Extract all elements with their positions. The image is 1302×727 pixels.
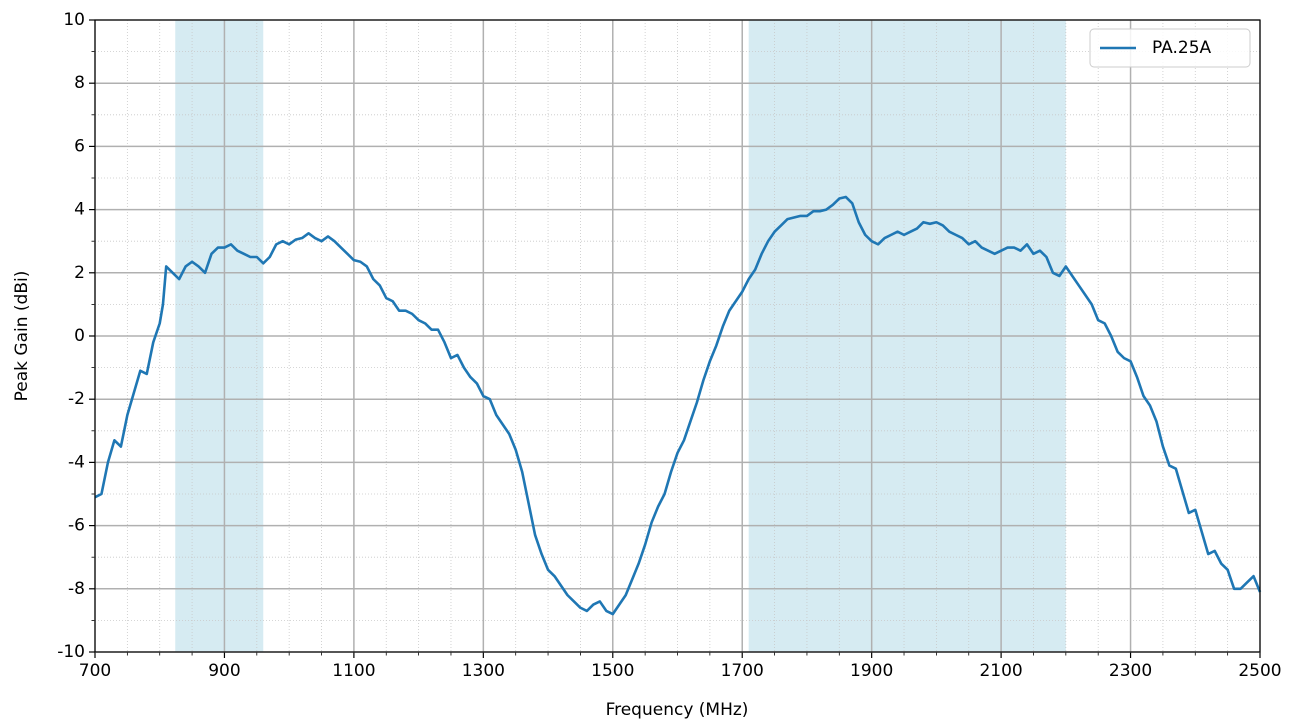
x-tick-label: 1700 xyxy=(721,661,764,681)
y-tick-label: -10 xyxy=(57,642,85,662)
x-tick-label: 1300 xyxy=(462,661,505,681)
plot-frame xyxy=(94,19,1261,653)
y-tick-label: 4 xyxy=(74,200,85,220)
y-tick-label: -4 xyxy=(68,452,85,472)
x-tick-label: 2500 xyxy=(1238,661,1281,681)
x-axis-label: Frequency (MHz) xyxy=(606,700,749,720)
y-tick-label: 0 xyxy=(74,326,85,346)
y-tick-label: 10 xyxy=(63,10,85,30)
y-tick-label: -6 xyxy=(68,516,85,536)
x-tick-label: 2300 xyxy=(1109,661,1152,681)
y-tick-label: 6 xyxy=(74,136,85,156)
x-tick-label: 1500 xyxy=(591,661,634,681)
x-tick-label: 900 xyxy=(208,661,240,681)
legend-label: PA.25A xyxy=(1152,38,1212,58)
y-tick-label: -2 xyxy=(68,389,85,409)
y-tick-label: 2 xyxy=(74,263,85,283)
y-tick-label: -8 xyxy=(68,579,85,599)
y-axis-label: Peak Gain (dBi) xyxy=(12,271,32,402)
x-tick-label: 700 xyxy=(79,661,111,681)
legend-box xyxy=(1089,28,1251,68)
y-tick-label: 8 xyxy=(74,73,85,93)
x-tick-label: 1100 xyxy=(332,661,375,681)
data-line xyxy=(94,195,1262,616)
x-tick-label: 2100 xyxy=(979,661,1022,681)
x-tick-label: 1900 xyxy=(850,661,893,681)
